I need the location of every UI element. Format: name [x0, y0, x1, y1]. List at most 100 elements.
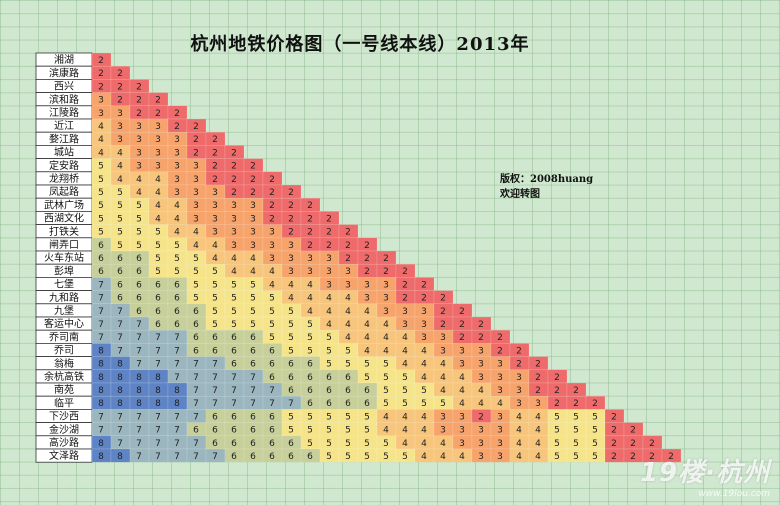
fare-value: 3: [174, 175, 180, 185]
fare-value: 3: [250, 214, 256, 224]
fare-value: 7: [174, 452, 180, 462]
fare-value: 2: [402, 267, 408, 277]
fare-value: 6: [212, 333, 218, 343]
fare-value: 4: [364, 346, 370, 356]
fare-value: 3: [516, 399, 522, 409]
fare-value: 6: [155, 320, 161, 330]
fare-value: 3: [459, 360, 465, 370]
fare-value: 5: [117, 188, 123, 198]
fare-value: 4: [174, 201, 180, 211]
station-label: 西兴: [54, 81, 74, 93]
fare-value: 3: [212, 228, 218, 238]
fare-value: 2: [98, 56, 104, 66]
fare-value: 7: [193, 386, 199, 396]
fare-value: 7: [250, 373, 256, 383]
fare-value: 5: [212, 267, 218, 277]
fare-value: 2: [535, 360, 541, 370]
fare-value: 8: [136, 399, 142, 409]
fare-value: 2: [269, 201, 275, 211]
fare-value: 2: [478, 412, 484, 422]
fare-value: 5: [136, 214, 142, 224]
fare-value: 6: [117, 254, 123, 264]
fare-value: 6: [174, 307, 180, 317]
fare-value: 8: [98, 399, 104, 409]
watermark-logo: 19楼·杭州: [639, 458, 770, 488]
fare-value: 5: [345, 452, 351, 462]
fare-value: 4: [326, 294, 332, 304]
fare-value: 5: [155, 228, 161, 238]
station-label: 近江: [54, 119, 74, 132]
fare-value: 3: [421, 307, 427, 317]
fare-value: 5: [402, 373, 408, 383]
fare-value: 5: [193, 254, 199, 264]
fare-value: 3: [117, 109, 123, 119]
fare-value: 7: [231, 373, 237, 383]
fare-value: 6: [345, 373, 351, 383]
fare-value: 2: [345, 241, 351, 251]
fare-value: 4: [440, 386, 446, 396]
fare-value: 4: [136, 188, 142, 198]
fare-value: 3: [497, 360, 503, 370]
fare-value: 2: [269, 214, 275, 224]
fare-value: 3: [212, 201, 218, 211]
station-label: 余杭高铁: [44, 370, 84, 383]
fare-value: 4: [345, 333, 351, 343]
fare-value: 7: [174, 333, 180, 343]
fare-value: 3: [250, 241, 256, 251]
fare-value: 6: [231, 360, 237, 370]
fare-value: 4: [459, 386, 465, 396]
fare-value: 4: [174, 214, 180, 224]
fare-value: 6: [345, 386, 351, 396]
station-label: 滨和路: [49, 93, 79, 106]
fare-value: 6: [193, 307, 199, 317]
fare-value: 3: [231, 214, 237, 224]
fare-value: 4: [535, 452, 541, 462]
fare-value: 6: [98, 254, 104, 264]
fare-value: 7: [212, 386, 218, 396]
fare-value: 2: [364, 267, 370, 277]
fare-value: 4: [516, 412, 522, 422]
fare-value: 2: [554, 399, 560, 409]
fare-value: 5: [364, 439, 370, 449]
fare-value: 5: [117, 228, 123, 238]
fare-cell: [319, 211, 340, 225]
fare-value: 5: [193, 267, 199, 277]
fare-value: 7: [136, 439, 142, 449]
fare-value: 3: [421, 320, 427, 330]
fare-value: 6: [117, 267, 123, 277]
station-label: 九堡: [54, 304, 74, 317]
fare-value: 3: [117, 135, 123, 145]
fare-value: 3: [326, 280, 332, 290]
fare-value: 4: [402, 333, 408, 343]
fare-value: 6: [193, 346, 199, 356]
fare-value: 5: [174, 241, 180, 251]
fare-value: 5: [174, 254, 180, 264]
station-label: 客运中心: [44, 317, 84, 330]
fare-value: 5: [440, 399, 446, 409]
fare-value: 5: [269, 320, 275, 330]
fare-value: 2: [611, 439, 617, 449]
fare-value: 2: [212, 135, 218, 145]
fare-value: 8: [136, 373, 142, 383]
fare-value: 7: [98, 412, 104, 422]
fare-value: 8: [155, 399, 161, 409]
fare-value: 5: [383, 439, 389, 449]
fare-value: 2: [345, 254, 351, 264]
fare-value: 5: [326, 333, 332, 343]
fare-value: 5: [307, 426, 313, 436]
station-label: 乔司南: [49, 330, 79, 343]
fare-value: 5: [383, 360, 389, 370]
fare-value: 3: [364, 294, 370, 304]
fare-value: 6: [250, 360, 256, 370]
fare-value: 7: [136, 320, 142, 330]
fare-value: 2: [231, 188, 237, 198]
fare-cell: [224, 145, 245, 159]
fare-value: 5: [288, 333, 294, 343]
fare-value: 4: [98, 148, 104, 158]
fare-value: 5: [592, 452, 598, 462]
fare-value: 4: [440, 452, 446, 462]
fare-value: 4: [383, 412, 389, 422]
fare-value: 5: [345, 346, 351, 356]
fare-value: 4: [402, 426, 408, 436]
fare-value: 5: [288, 307, 294, 317]
